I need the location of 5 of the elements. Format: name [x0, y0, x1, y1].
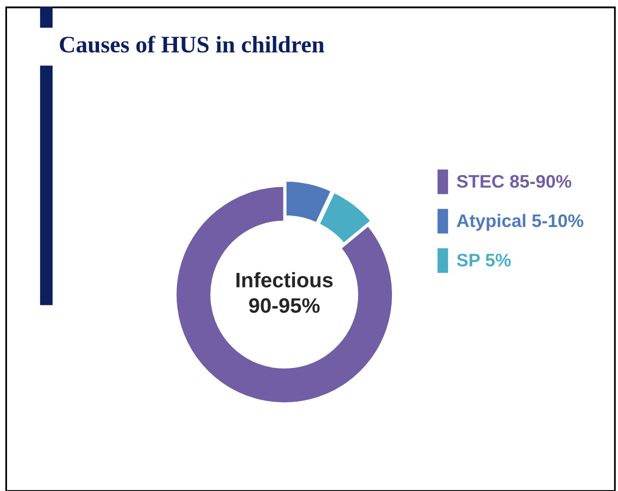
- text: Infectious 90-95%: [236, 272, 333, 313]
- legend-label: Atypical 5-10%: [456, 214, 584, 231]
- legend-label: STEC 85-90%: [456, 174, 572, 188]
- legend-label: SP 5%: [456, 254, 511, 266]
- chart-title: Causes of HUS in children: [60, 36, 324, 53]
